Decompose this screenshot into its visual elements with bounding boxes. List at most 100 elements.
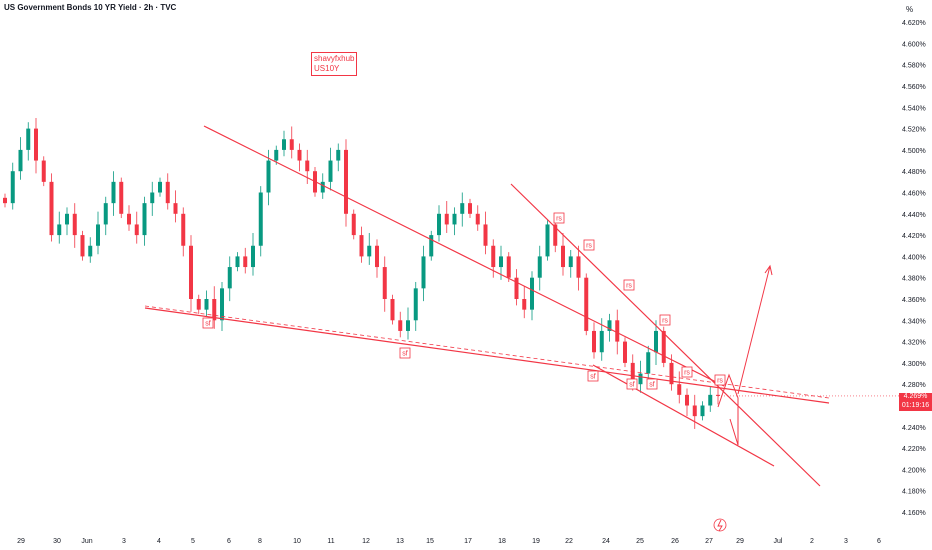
swing-label-box [714, 374, 726, 386]
author-tag: shavyfxhub US10Y [311, 52, 358, 76]
swing-label-resistance: rs [586, 243, 592, 250]
candle-body [127, 213, 131, 225]
y-tick-label: 4.440% [902, 212, 926, 219]
candle-body [227, 267, 232, 289]
candle-body [266, 160, 271, 193]
candle-body [18, 149, 23, 172]
projection-arrowhead [764, 264, 773, 276]
candle-body [460, 203, 465, 214]
candle-body [220, 288, 224, 321]
candle-body [654, 330, 658, 353]
y-tick-label: 4.420% [902, 233, 926, 240]
candle-body [103, 203, 108, 225]
y-tick-label: 4.280% [902, 382, 926, 389]
candle-body [561, 245, 565, 268]
candle-body [700, 405, 705, 417]
swing-label-box [553, 212, 565, 224]
candle-body [258, 192, 263, 246]
y-tick-label: 4.400% [902, 254, 926, 261]
swing-label-swing-failure: sf [205, 321, 211, 328]
candle-body [26, 128, 31, 150]
candle-body [677, 384, 682, 395]
y-tick-label: 4.580% [902, 63, 926, 70]
x-tick-label: 25 [636, 538, 644, 545]
y-tick-label: 4.560% [902, 84, 926, 91]
candle-body [243, 256, 248, 268]
candle-body [475, 213, 480, 225]
candle-body [320, 181, 325, 193]
candle-body [204, 299, 209, 310]
x-tick-label: 13 [396, 538, 404, 545]
candle-body [406, 320, 410, 331]
candle-body [359, 235, 364, 257]
candle-body [398, 320, 403, 331]
x-tick-label: 11 [327, 538, 334, 545]
swing-label-box [646, 378, 658, 390]
candle-body [491, 245, 496, 268]
swing-label-box [202, 317, 214, 329]
event-flash-icon [713, 518, 727, 532]
candle-body [421, 256, 426, 289]
candle-body [196, 299, 201, 310]
x-tick-label: 3 [844, 538, 848, 545]
candle-body [522, 299, 527, 310]
candle-body [468, 203, 472, 214]
projection-zigzag [717, 373, 739, 446]
candle-body [88, 245, 93, 257]
x-tick-label: Jun [81, 538, 92, 545]
candle-body [289, 139, 294, 150]
candle-body [444, 213, 449, 225]
event-flash-bolt [717, 519, 723, 532]
swing-label-swing-failure: sf [629, 382, 635, 389]
y-tick-label: 4.480% [902, 169, 926, 176]
y-tick-label: 4.360% [902, 297, 926, 304]
candle-body [437, 213, 441, 236]
last-price: 4.269% [903, 393, 928, 400]
candle-body [367, 245, 372, 257]
candle-body [607, 320, 612, 331]
candle-body [413, 288, 418, 321]
x-tick-label: 26 [671, 538, 679, 545]
x-tick-label: 18 [498, 538, 506, 545]
candle-body [3, 197, 7, 204]
y-tick-label: 4.540% [902, 105, 926, 112]
symbol-name: US10Y [314, 64, 340, 73]
x-tick-label: 22 [565, 538, 573, 545]
candle-body [119, 181, 124, 214]
y-tick-label: 4.220% [902, 446, 926, 453]
author-name: shavyfxhub [314, 54, 355, 63]
scale-label[interactable]: % [906, 5, 914, 14]
candle-body [235, 256, 240, 268]
candle-body [158, 181, 162, 193]
bar-countdown: 01:19:16 [901, 401, 930, 409]
candle-body [685, 394, 689, 406]
y-tick-label: 4.160% [902, 510, 926, 517]
x-tick-label: 30 [53, 538, 61, 545]
candle-body [65, 213, 69, 225]
swing-label-box [399, 347, 411, 359]
support-dashed-line [144, 305, 830, 399]
candle-body [34, 128, 38, 161]
candle-body [499, 256, 503, 268]
x-tick-label: 8 [258, 538, 262, 545]
y-tick-label: 4.200% [902, 467, 926, 474]
candle-body [615, 320, 620, 342]
x-tick-label: 4 [157, 538, 161, 545]
y-tick-label: 4.340% [902, 318, 926, 325]
swing-label-resistance: rs [662, 318, 668, 325]
candle-body [630, 362, 635, 385]
swing-label-swing-failure: sf [649, 382, 655, 389]
candle-body [80, 235, 85, 257]
x-tick-label: 2 [810, 538, 814, 545]
candle-body [646, 352, 651, 374]
candle-body [297, 149, 302, 161]
candle-body [165, 181, 170, 204]
candle-body [553, 224, 558, 246]
x-tick-label: 3 [122, 538, 126, 545]
x-tick-label: 10 [293, 538, 301, 545]
candle-body [10, 171, 15, 204]
candle-body [576, 256, 581, 278]
candle-body [592, 330, 596, 353]
candle-body [351, 213, 356, 236]
